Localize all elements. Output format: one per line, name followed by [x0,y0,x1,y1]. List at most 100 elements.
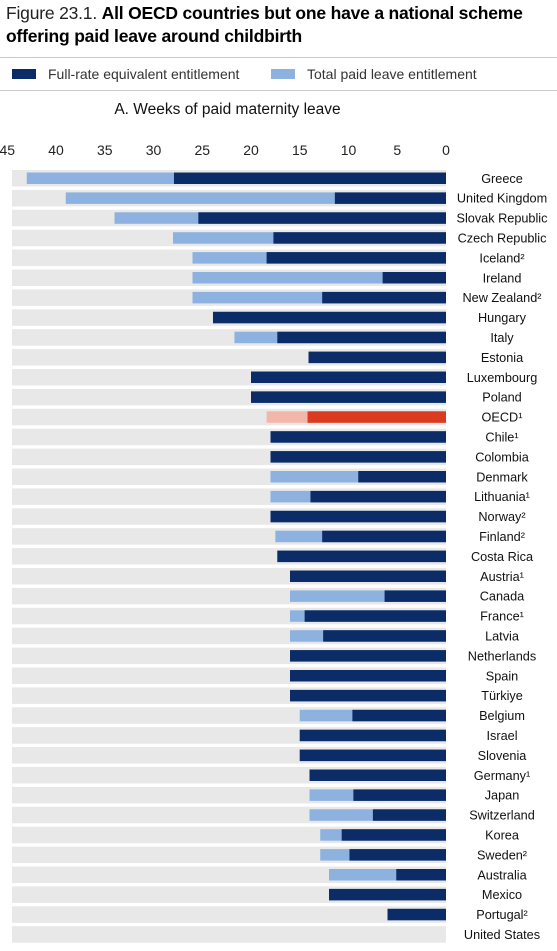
category-row: Germany¹ [12,767,530,784]
category-label: Colombia [475,450,530,464]
category-row: Switzerland [12,806,535,824]
bar-full-rate-equivalent [322,291,446,304]
x-tick-label: 20 [243,142,259,158]
bar-full-rate-equivalent [270,451,446,463]
bar-full-rate-equivalent [198,212,446,224]
x-tick-label: 45 [0,142,15,158]
category-label: Austria¹ [480,570,524,584]
x-tick-label: 30 [146,142,162,158]
bar-total-paid-leave [65,192,446,204]
bar-full-rate-equivalent [353,789,446,801]
bar-full-rate-equivalent [372,809,446,821]
row-background-band [12,926,446,943]
category-label: Switzerland [469,809,535,823]
category-row: New Zealand² [12,289,541,306]
bar-full-rate-equivalent [329,888,446,901]
category-label: Chile¹ [485,430,518,444]
category-row: Denmark [12,468,528,485]
category-label: Belgium [479,709,525,723]
bar-full-rate-equivalent [308,351,446,364]
category-label: Ireland [483,271,522,285]
x-tick-label: 5 [393,142,401,158]
category-label: Hungary [478,311,527,325]
bar-full-rate-equivalent [341,829,446,841]
bar-full-rate-equivalent [309,769,446,781]
bar-full-rate-equivalent [310,490,446,503]
category-label: Lithuania¹ [474,490,530,504]
category-row: Portugal² [12,906,528,923]
category-label: Finland² [479,530,525,544]
category-row: Korea [12,826,520,844]
bar-full-rate-equivalent [277,550,446,563]
bar-full-rate-equivalent [334,192,446,204]
category-label: Canada [480,590,525,604]
bar-full-rate-equivalent [396,869,446,881]
category-row: Costa Rica [12,548,534,565]
bar-full-rate-equivalent [304,610,446,622]
legend-item-total: Total paid leave entitlement [271,66,477,82]
category-label: Latvia [485,629,520,643]
category-row: Czech Republic [12,229,548,247]
category-row: Netherlands [12,647,536,665]
category-label: Slovak Republic [457,212,549,226]
x-tick-label: 25 [194,142,210,158]
category-label: New Zealand² [463,291,542,305]
category-label: Korea [485,828,520,842]
category-row: Luxembourg [12,369,537,386]
bar-full-rate-equivalent [212,311,446,324]
bar-full-rate-equivalent [273,232,446,244]
category-label: Slovenia [478,749,528,763]
category-label: Norway² [478,510,525,524]
category-label: Spain [486,669,518,683]
category-row: Poland [12,388,522,406]
category-row: Türkiye [12,687,523,704]
bar-full-rate-equivalent [277,331,446,344]
bar-total-paid-leave [329,869,446,881]
category-label: United States [464,928,540,942]
category-label: Italy [490,331,514,345]
x-tick-label: 10 [341,142,357,158]
bar-full-rate-equivalent [173,172,446,184]
legend-label-total: Total paid leave entitlement [307,66,477,82]
category-row: Latvia [12,627,520,645]
category-label: Türkiye [481,689,523,703]
figure-title: Figure 23.1. All OECD countries but one … [6,2,551,48]
bar-full-rate-equivalent [384,590,446,602]
category-label: Luxembourg [467,371,538,385]
bar-full-rate-equivalent [299,749,446,762]
category-row: Belgium [12,707,525,724]
legend-label-full-rate: Full-rate equivalent entitlement [48,66,240,82]
category-row: Colombia [12,448,530,466]
category-label: OECD¹ [482,411,523,425]
category-label: Estonia [481,351,524,365]
legend: Full-rate equivalent entitlement Total p… [0,57,557,91]
chart-title: A. Weeks of paid maternity leave [114,101,341,118]
category-row: Norway² [12,508,526,525]
bar-total-paid-leave [192,272,446,284]
bar-full-rate-equivalent [266,252,446,264]
figure-title-text: All OECD countries but one have a nation… [6,3,523,46]
category-row: Greece [12,170,523,187]
category-row: Spain [12,667,518,684]
category-row: Australia [12,866,528,883]
bar-full-rate-equivalent [270,431,446,443]
category-row: France¹ [12,607,524,625]
bar-total-paid-leave [192,291,446,304]
category-row: Ireland [12,269,522,286]
bar-full-rate-equivalent [290,670,446,682]
row-background-band [12,906,446,923]
category-row: Canada [12,587,525,605]
bar-full-rate-equivalent [387,908,446,921]
category-label: Czech Republic [458,231,548,245]
category-label: Netherlands [468,649,536,663]
category-label: Poland [482,391,522,405]
category-row: OECD¹ [12,408,523,426]
category-label: Costa Rica [471,550,534,564]
category-label: Denmark [476,470,528,484]
category-row: Hungary [12,309,527,326]
x-tick-label: 0 [442,142,450,158]
category-label: France¹ [480,610,524,624]
category-row: Iceland² [12,249,525,267]
bar-full-rate-equivalent [290,650,446,662]
